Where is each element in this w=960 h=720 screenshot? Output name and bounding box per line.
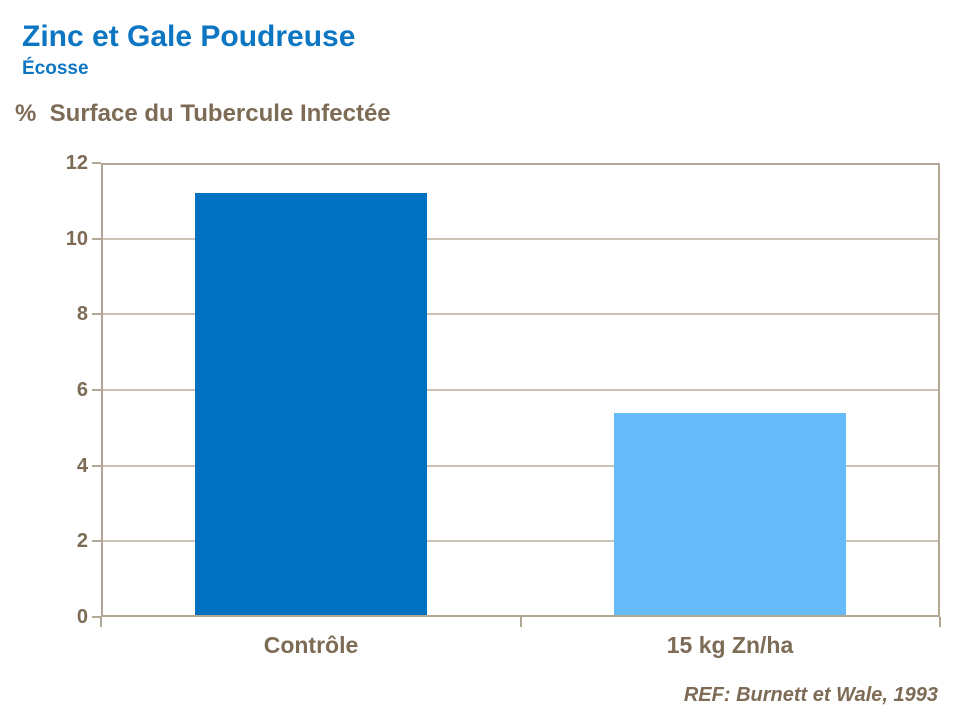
bar-zinc: [614, 413, 846, 615]
y-tick-mark: [92, 540, 101, 542]
y-tick-mark: [92, 162, 101, 164]
gridline: [101, 238, 940, 240]
y-tick-mark: [92, 313, 101, 315]
y-tick-mark: [92, 616, 101, 618]
y-tick-mark: [92, 389, 101, 391]
y-tick-mark: [92, 238, 101, 240]
chart-title: Zinc et Gale Poudreuse: [22, 20, 356, 53]
y-tick-label: 4: [76, 455, 88, 477]
x-tick-mark: [100, 617, 102, 627]
y-tick-label: 10: [65, 228, 88, 250]
y-tick-label: 2: [76, 530, 88, 552]
gridline: [101, 313, 940, 315]
y-tick-label: 12: [65, 152, 88, 174]
plot-border: [101, 163, 940, 617]
x-axis-label: 15 kg Zn/ha: [666, 632, 794, 658]
bar-controle: [195, 193, 427, 615]
y-tick-label: 0: [76, 606, 88, 628]
chart-subtitle: Écosse: [22, 58, 89, 79]
gridline: [101, 540, 940, 542]
gridline: [101, 389, 940, 391]
y-tick-mark: [92, 465, 101, 467]
y-tick-label: 6: [76, 379, 88, 401]
y-axis-title: % Surface du Tubercule Infectée: [15, 100, 391, 127]
x-tick-mark: [520, 617, 522, 627]
x-tick-mark: [939, 617, 941, 627]
gridline: [101, 465, 940, 467]
reference-text: REF: Burnett et Wale, 1993: [683, 684, 938, 706]
x-axis-label: Contrôle: [263, 632, 359, 658]
y-tick-label: 8: [76, 303, 88, 325]
